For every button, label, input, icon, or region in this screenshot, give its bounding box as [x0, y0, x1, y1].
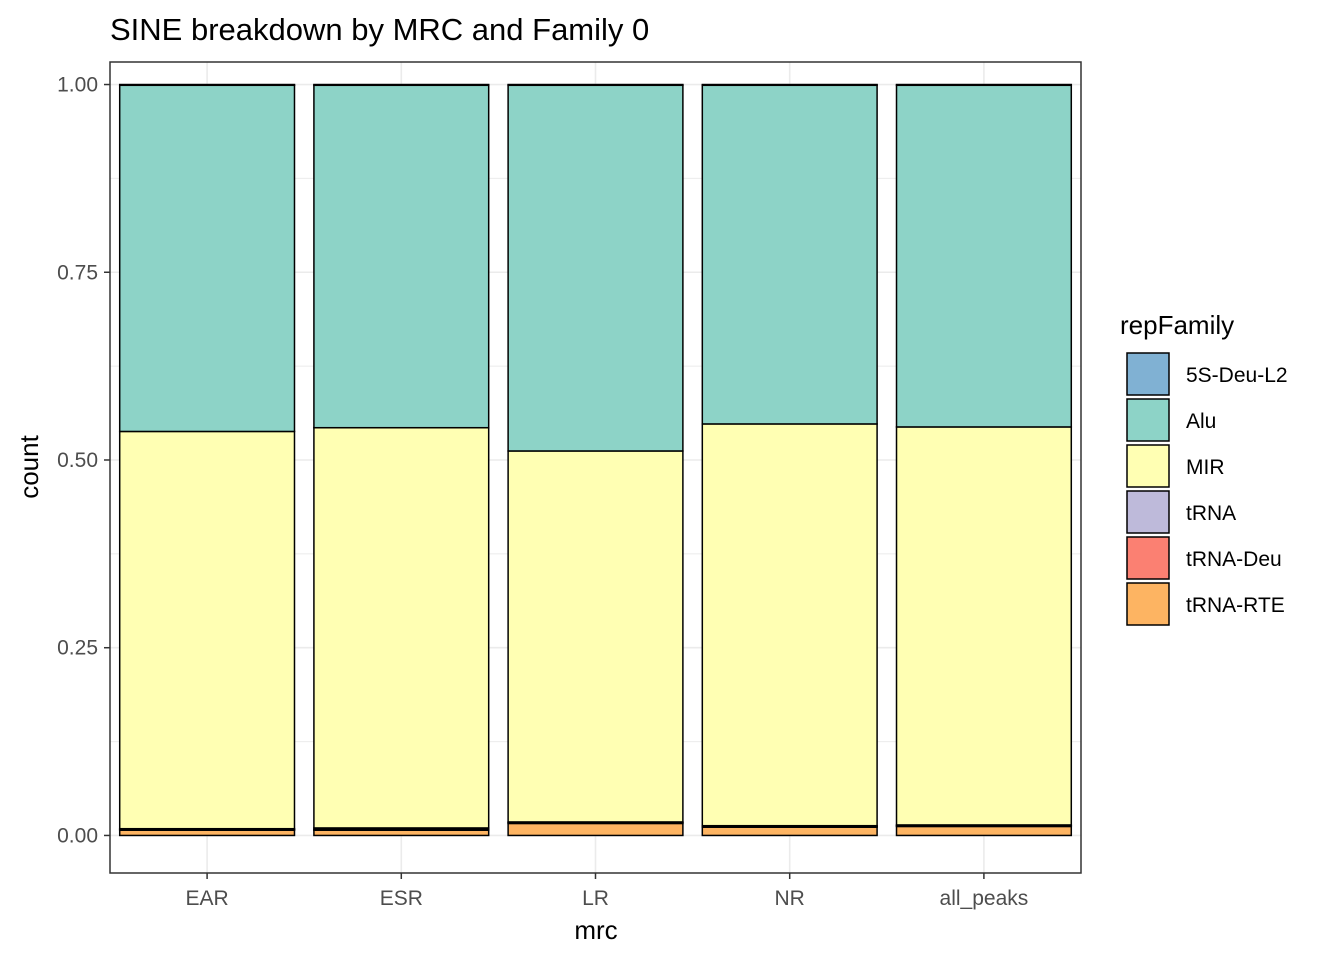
x-tick-label: all_peaks [940, 887, 1029, 910]
y-axis-title: count [14, 434, 44, 498]
x-tick-label: LR [582, 887, 609, 910]
bar-segment-5s-deu-l2-lr [507, 83, 684, 87]
legend: repFamily 5S-Deu-L2 Alu MIR tRNA tRNA-Deu tRN… [1120, 310, 1288, 626]
y-tick-label: 0.25 [57, 637, 98, 660]
y-tick-label: 0.75 [57, 261, 98, 284]
bar-segment-mir-lr [507, 450, 684, 823]
legend-key-mir [1126, 444, 1170, 488]
bar-segment-trna-rte-esr [313, 829, 490, 837]
bar-segment-alu-lr [507, 84, 684, 452]
x-tick-label: ESR [380, 887, 423, 910]
bar-segment-alu-ear [118, 84, 296, 433]
bar-segment-mir-nr [701, 423, 878, 827]
bar-segment-5s-deu-l2-all_peaks [895, 83, 1073, 87]
bar-segment-alu-esr [313, 84, 490, 429]
legend-key-alu [1126, 398, 1170, 442]
bar-segment-trna-rte-all_peaks [895, 825, 1073, 837]
legend-label: Alu [1186, 410, 1216, 433]
bar-segment-mir-esr [313, 426, 490, 829]
y-tick-label: 0.00 [57, 824, 98, 847]
legend-label: MIR [1186, 456, 1225, 479]
bar-segment-5s-deu-l2-esr [313, 83, 490, 87]
bars [118, 83, 1073, 837]
x-tick-label: NR [775, 887, 805, 910]
legend-label: tRNA [1186, 502, 1236, 525]
legend-key-trna [1126, 490, 1170, 534]
bar-segment-mir-all_peaks [895, 426, 1073, 826]
x-tick-label: EAR [186, 887, 229, 910]
bar-segment-alu-all_peaks [895, 84, 1073, 428]
bar-segment-5s-deu-l2-nr [701, 83, 878, 87]
bar-segment-trna-rte-lr [507, 822, 684, 837]
x-axis: EAR ESR LR NR all_peaks [186, 873, 1029, 910]
bar-segment-alu-nr [701, 84, 878, 425]
legend-key-trna-deu [1126, 536, 1170, 580]
y-axis: 0.00 0.25 0.50 0.75 1.00 [57, 74, 110, 847]
y-tick-label: 0.50 [57, 449, 98, 472]
legend-label: tRNA-Deu [1186, 548, 1282, 571]
legend-label: tRNA-RTE [1186, 594, 1285, 617]
legend-title: repFamily [1120, 310, 1234, 340]
bar-segment-trna-rte-ear [118, 829, 296, 837]
x-axis-title: mrc [574, 915, 617, 945]
legend-label: 5S-Deu-L2 [1186, 364, 1288, 387]
bar-segment-5s-deu-l2-ear [118, 83, 296, 87]
y-tick-label: 1.00 [57, 74, 98, 97]
legend-key-trna-rte [1126, 582, 1170, 626]
chart-title: SINE breakdown by MRC and Family 0 [110, 12, 649, 47]
legend-key-5s-deu-l2 [1126, 352, 1170, 396]
bar-segment-trna-rte-nr [701, 826, 878, 837]
bar-segment-mir-ear [118, 430, 296, 830]
